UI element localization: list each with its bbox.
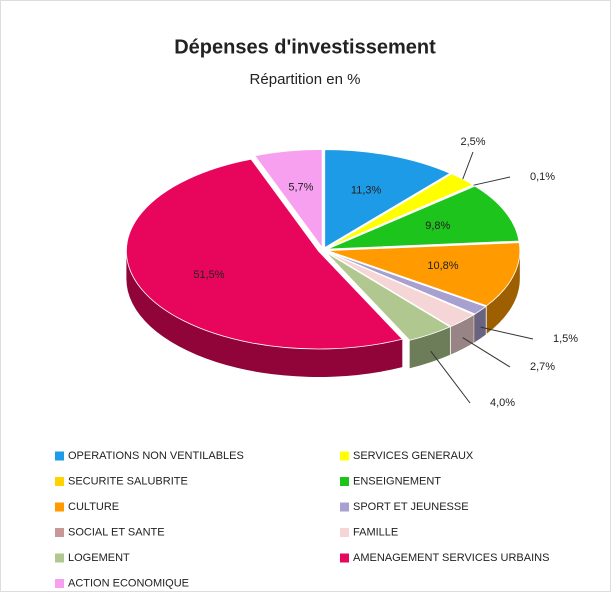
value-label: 9,8% xyxy=(425,220,450,232)
value-label: 1,5% xyxy=(553,333,578,345)
slice xyxy=(325,251,451,341)
legend-label: SECURITE SALUBRITE xyxy=(68,475,188,487)
value-label: 4,0% xyxy=(490,397,515,409)
legend-swatch xyxy=(55,502,64,512)
legend-label: OPERATIONS NON VENTILABLES xyxy=(68,450,244,462)
legend-label: ACTION ECONOMIQUE xyxy=(68,577,189,589)
slice-side xyxy=(126,251,403,378)
legend-swatch xyxy=(340,502,349,512)
value-label: 2,5% xyxy=(460,136,485,148)
value-label: 11,3% xyxy=(351,185,382,197)
leader-line xyxy=(473,176,511,186)
slice xyxy=(327,185,520,250)
legend-swatch xyxy=(340,451,349,461)
legend-label: AMENAGEMENT SERVICES URBAINS xyxy=(353,552,549,564)
value-label: 2,7% xyxy=(530,361,555,373)
slice-side xyxy=(474,314,475,343)
legend-label: FAMILLE xyxy=(353,526,398,538)
value-label: 0,1% xyxy=(530,171,555,183)
legend-label: CULTURE xyxy=(68,501,119,513)
leader-line xyxy=(462,151,474,180)
slice-side xyxy=(450,314,474,355)
legend-swatch xyxy=(340,477,349,486)
legend-swatch xyxy=(55,579,64,588)
legend-label: SERVICES GENERAUX xyxy=(353,450,474,462)
legend-label: SOCIAL ET SANTE xyxy=(68,526,165,538)
legend-swatch xyxy=(55,477,64,486)
slice-side xyxy=(409,326,450,369)
slice xyxy=(254,149,323,249)
legend-swatch xyxy=(340,553,349,563)
legend-label: ENSEIGNEMENT xyxy=(353,475,441,487)
value-label: 10,8% xyxy=(427,260,458,272)
legend-label: LOGEMENT xyxy=(68,552,130,564)
leader-line xyxy=(462,337,511,368)
slice xyxy=(324,149,451,249)
chart-subtitle: Répartition en % xyxy=(250,71,361,88)
legend-label: SPORT ET JEUNESSE xyxy=(353,501,469,513)
slice-side xyxy=(486,250,520,334)
leader-line xyxy=(430,350,471,404)
value-label: 51,5% xyxy=(193,269,224,281)
chart-title: Dépenses d'investissement xyxy=(174,36,436,58)
legend-swatch xyxy=(340,528,349,537)
legend-swatch xyxy=(55,553,64,563)
legend-swatch xyxy=(55,528,64,537)
slice xyxy=(326,251,475,327)
value-label: 5,7% xyxy=(288,182,313,194)
slice-side xyxy=(474,306,486,342)
leader-line xyxy=(480,326,534,340)
slice xyxy=(327,242,521,307)
legend-swatch xyxy=(55,451,64,461)
slice xyxy=(126,158,404,350)
